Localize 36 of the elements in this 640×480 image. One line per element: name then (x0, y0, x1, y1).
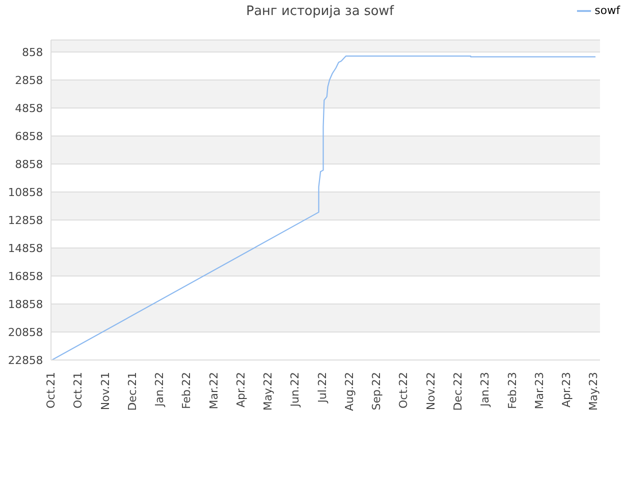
y-tick-label: 22858 (8, 354, 43, 367)
x-tick-label: Aug.22 (342, 372, 356, 411)
x-tick-label: Jul.22 (316, 372, 329, 404)
x-tick-label: Dec.22 (452, 372, 464, 411)
x-tick-label: Feb.23 (506, 372, 519, 409)
x-tick-label: May.23 (587, 372, 600, 411)
y-tick-label: 858 (22, 46, 43, 59)
legend-label: sowf (594, 4, 620, 18)
x-tick-label: Sep.22 (370, 372, 384, 410)
y-tick-label: 16858 (8, 270, 43, 283)
y-tick-label: 18858 (8, 298, 43, 311)
y-tick-label: 10858 (8, 186, 43, 199)
x-tick-label: Nov.21 (98, 372, 112, 410)
y-tick-label: 12858 (8, 214, 43, 227)
y-tick-label: 4858 (15, 102, 43, 115)
y-tick-label: 2858 (15, 74, 43, 87)
line-series (51, 56, 596, 360)
y-tick-label: 8858 (15, 158, 43, 171)
x-tick-label: Oct.21 (44, 372, 58, 409)
x-tick-label: Feb.22 (180, 372, 194, 409)
y-tick-label: 6858 (15, 130, 43, 143)
x-tick-label: Apr.22 (234, 372, 248, 408)
x-tick-label: Nov.22 (424, 372, 438, 410)
x-tick-label: Jun.22 (288, 372, 302, 408)
x-tick-label: Jan.23 (478, 372, 492, 408)
y-tick-label: 20858 (8, 326, 43, 339)
x-tick-label: May.22 (262, 372, 275, 411)
x-tick-label: Oct.21 (72, 372, 85, 409)
x-tick-label: Oct.22 (397, 372, 410, 409)
x-tick-label: Mar.22 (207, 372, 220, 410)
x-tick-label: Dec.21 (126, 372, 139, 411)
x-tick-label: Jan.22 (153, 372, 166, 408)
x-tick-label: Mar.23 (532, 372, 546, 410)
chart-title: Ранг историја за sowf (246, 4, 394, 19)
x-tick-label: Apr.23 (560, 372, 574, 408)
y-tick-label: 14858 (8, 242, 43, 255)
